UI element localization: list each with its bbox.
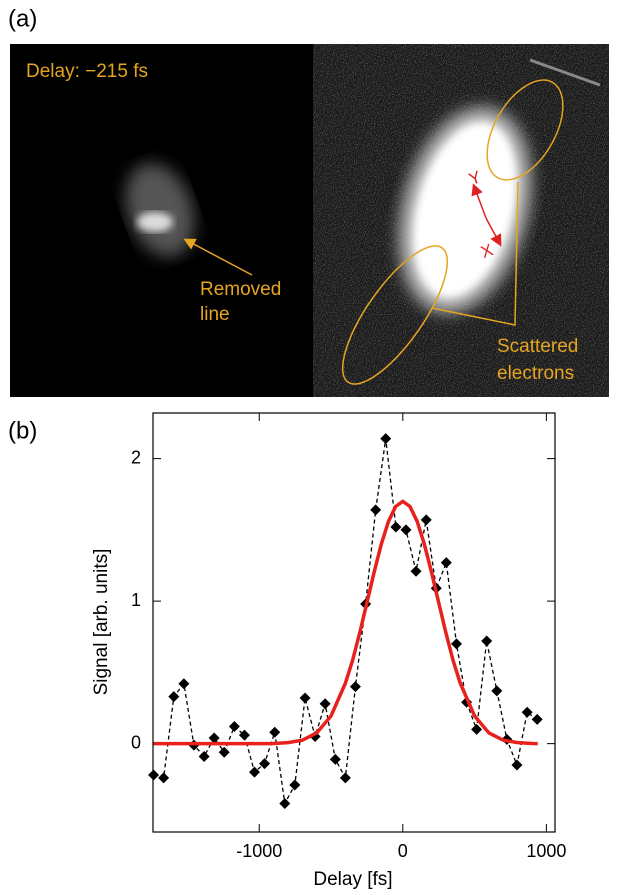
right-blob [399,107,531,313]
annotation: Removed [200,279,281,300]
data-point [168,691,180,703]
data-point [451,638,463,650]
annotation: Scattered [497,336,578,357]
data-point [259,758,271,770]
data-point [198,750,210,762]
series-line [153,438,538,806]
data-point [390,521,402,533]
plot-frame [152,412,556,833]
data-point [380,433,392,445]
x-tick-label: -1000 [236,841,282,861]
data-point [299,692,311,704]
data-point [238,729,250,741]
streak [529,58,601,87]
y-axis-title: Signal [arb. units] [91,549,112,696]
axis-arrow [485,217,502,247]
data-point [329,753,341,765]
arrow [183,238,253,276]
y-tick-label: 2 [131,447,141,467]
series-line [153,499,538,746]
data-point [531,713,543,725]
y-tick-label: 0 [131,732,141,752]
data-point [279,797,291,809]
highlight-ellipse [341,245,449,385]
data-point [491,685,503,697]
data-point [208,732,220,744]
y-tick-label: 1 [131,590,141,610]
annotation: electrons [497,363,574,384]
data-point [289,779,301,791]
x-axis-title: Delay [fs] [313,869,392,890]
axis-arrow [471,183,487,219]
data-point [521,706,533,718]
data-point [349,681,361,693]
annotation: line [200,304,230,325]
data-point [218,746,230,758]
highlight-ellipse [486,79,564,181]
data-point [471,723,483,735]
delay-label: Delay: −215 fs [26,61,148,82]
x-tick-label: 0 [398,841,408,861]
data-point [370,504,382,516]
data-point [339,772,351,784]
pointer [431,181,519,326]
data-point [481,635,493,647]
panel-label: (a) [8,5,37,32]
data-point [410,565,422,577]
panel-label: (b) [8,417,37,444]
data-point [228,721,240,733]
data-point [511,759,523,771]
data-point [178,678,190,690]
data-point [440,557,452,569]
data-point [420,514,432,526]
data-point [269,726,281,738]
data-point [158,772,170,784]
left-blob [125,163,195,257]
x-tick-label: 1000 [526,841,566,861]
data-point [249,766,261,778]
data-point [400,524,412,536]
data-point [319,698,331,710]
